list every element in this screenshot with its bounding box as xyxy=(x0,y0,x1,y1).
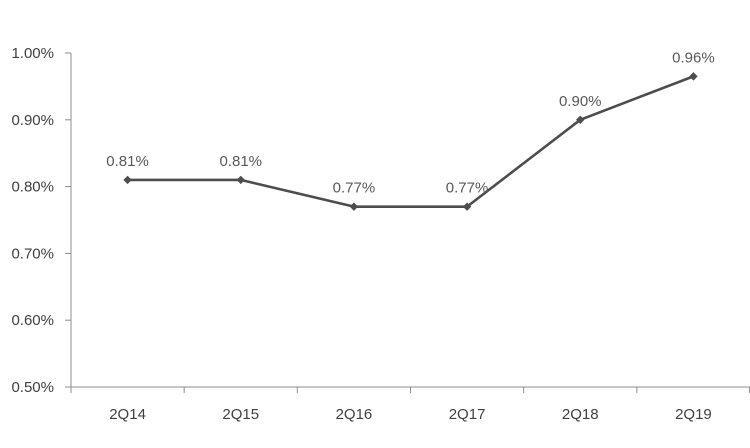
data-label: 0.77% xyxy=(446,180,489,197)
y-tick-label: 0.60% xyxy=(11,312,54,329)
data-labels-group: 0.81% 0.81% 0.77% 0.77% 0.90% 0.96% xyxy=(106,49,714,196)
y-tick-label: 0.90% xyxy=(11,112,54,129)
x-tick-label: 2Q16 xyxy=(336,406,373,423)
y-tick-label: 1.00% xyxy=(11,45,54,62)
y-tick-label: 0.80% xyxy=(11,179,54,196)
data-point-marker xyxy=(123,175,132,185)
x-tick-label: 2Q18 xyxy=(562,406,599,423)
x-tick-label: 2Q15 xyxy=(222,406,259,423)
data-point-marker xyxy=(576,115,585,124)
data-point-marker xyxy=(689,72,698,81)
data-point-marker xyxy=(462,202,472,211)
data-point-marker xyxy=(236,175,245,185)
y-tick-label: 0.50% xyxy=(11,379,54,396)
y-tick-label: 0.70% xyxy=(11,245,54,262)
data-label: 0.96% xyxy=(672,49,715,66)
x-tick-label: 2Q14 xyxy=(109,406,146,423)
y-axis: 0.50% 0.60% 0.70% 0.80% 0.90% 1.00% xyxy=(11,45,72,396)
x-tick-label: 2Q17 xyxy=(449,406,486,423)
data-label: 0.90% xyxy=(559,93,602,110)
data-label: 0.81% xyxy=(219,153,262,170)
data-point-marker xyxy=(349,202,359,211)
x-tick-label: 2Q19 xyxy=(675,406,712,423)
series-group xyxy=(123,72,698,211)
data-label: 0.81% xyxy=(106,153,149,170)
x-axis: 2Q14 2Q15 2Q16 2Q17 2Q18 2Q19 xyxy=(70,386,750,423)
series-line xyxy=(126,75,695,208)
data-label: 0.77% xyxy=(333,180,376,197)
